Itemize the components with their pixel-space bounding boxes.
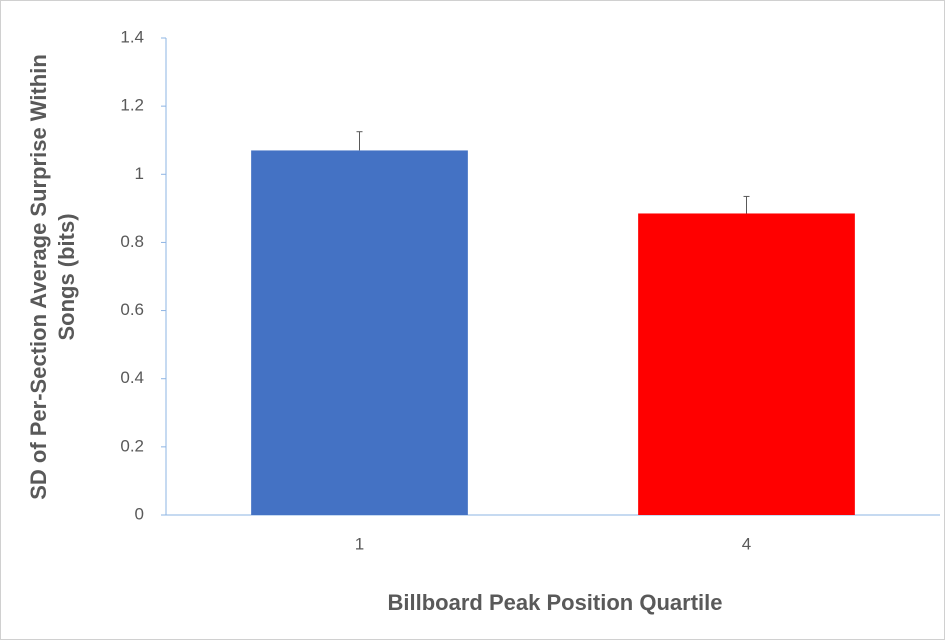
bar [251, 150, 468, 515]
y-axis-label: SD of Per-Section Average Surprise Withi… [26, 54, 51, 500]
x-axis-label: Billboard Peak Position Quartile [388, 590, 723, 615]
y-tick-label: 0.4 [120, 368, 144, 387]
bar [638, 213, 855, 516]
y-axis-label: Songs (bits) [54, 213, 79, 340]
x-tick-label: 1 [355, 534, 364, 553]
y-tick-label: 0.2 [120, 436, 144, 455]
y-tick-label: 1 [135, 164, 144, 183]
y-tick-label: 0.6 [120, 300, 144, 319]
y-tick-label: 0.8 [120, 232, 144, 251]
y-tick-label: 1.4 [120, 27, 144, 46]
y-tick-label: 1.2 [120, 96, 144, 115]
x-tick-label: 4 [742, 534, 751, 553]
y-tick-label: 0 [135, 504, 144, 523]
